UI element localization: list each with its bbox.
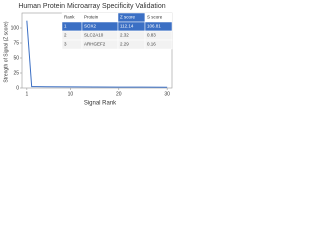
- chart-title: Human Protein Microarray Specificity Val…: [18, 3, 165, 10]
- x-tick-label: 30: [164, 91, 170, 97]
- y-tick-label: 100: [11, 25, 20, 31]
- table-text: 106.81: [147, 24, 161, 29]
- table-text: S score: [147, 15, 163, 20]
- table-text: ARHGEF2: [84, 42, 106, 47]
- table-text: 1: [64, 24, 67, 29]
- x-tick-label: 20: [116, 91, 122, 97]
- table-text: 0.83: [147, 33, 156, 38]
- y-axis-label: Strength of Signal (Z score): [3, 21, 9, 82]
- table-text: 2.32: [120, 33, 129, 38]
- table-text: 0.16: [147, 42, 156, 47]
- table-text: 112.14: [120, 24, 134, 29]
- y-tick-label: 50: [13, 55, 19, 61]
- line: [26, 20, 168, 88]
- table-text: Protein: [84, 15, 99, 20]
- x-axis-label: Signal Rank: [84, 101, 117, 107]
- chart: Human Protein Microarray Specificity Val…: [3, 3, 173, 107]
- table-text: 2.29: [120, 42, 129, 47]
- table-cell: [144, 39, 173, 50]
- table-text: 2: [64, 33, 67, 38]
- y-tick-label: 75: [13, 40, 19, 46]
- table-text: SOX2: [84, 24, 97, 29]
- y-tick-label: 0: [16, 85, 19, 91]
- table-text: SLC2A10: [84, 33, 104, 38]
- y-tick-label: 25: [13, 70, 19, 76]
- table-text: 3: [64, 42, 67, 47]
- table-text: Z score: [120, 15, 136, 20]
- x-tick-label: 10: [68, 91, 74, 97]
- x-tick-label: 1: [25, 91, 28, 97]
- table-text: Rank: [64, 15, 75, 20]
